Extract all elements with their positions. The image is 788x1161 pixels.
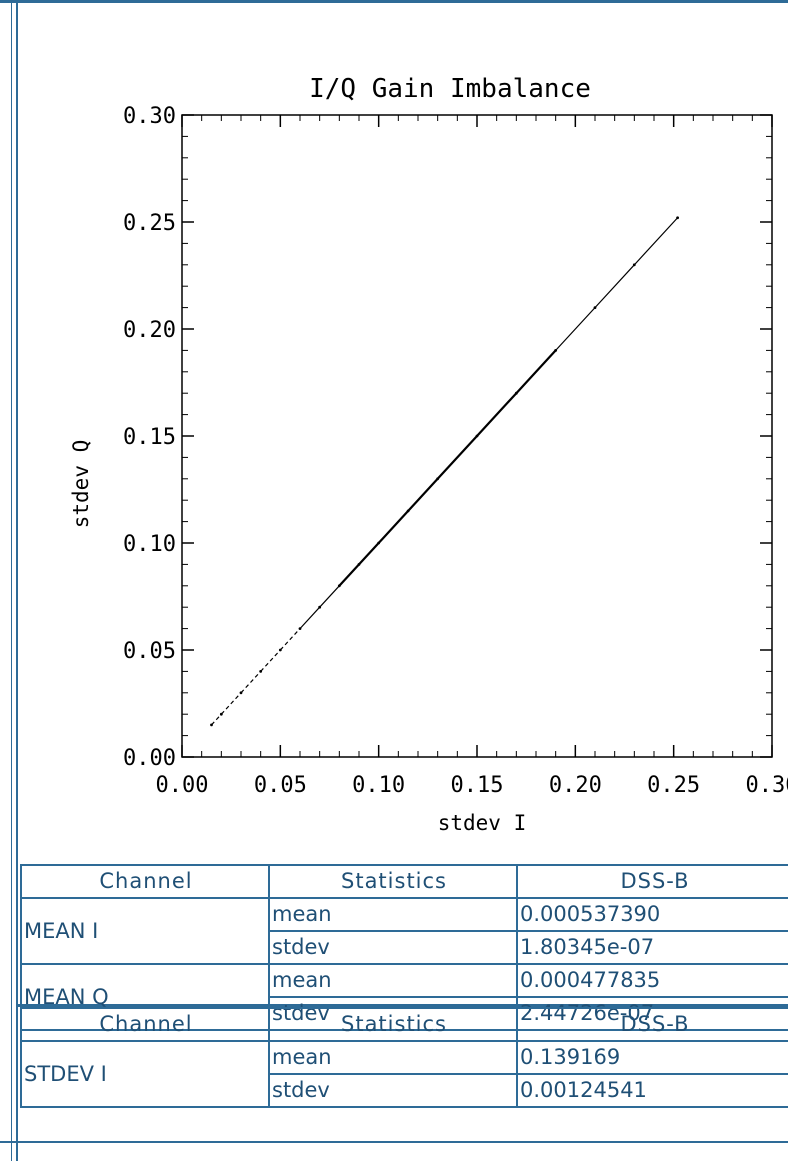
x-tick-label: 0.05 (254, 773, 307, 798)
data-point (514, 391, 518, 395)
table-row: STDEV I mean 0.139169 (20, 1040, 788, 1108)
data-point (632, 263, 636, 267)
data-point (554, 349, 558, 352)
y-tick-label: 0.00 (123, 746, 176, 771)
data-point (239, 691, 243, 695)
value-cell: 0.000537390 (516, 897, 788, 932)
series-segment (319, 585, 340, 608)
series-segment (515, 349, 557, 394)
gain-imbalance-chart: I/Q Gain Imbalance stdev I stdev Q 0.00 0… (69, 74, 788, 835)
series-segment (377, 510, 409, 544)
data-point (406, 509, 410, 513)
stat-cell: stdev (268, 1073, 518, 1108)
value-cell: 0.00124541 (516, 1073, 788, 1108)
table-row: stdev 1.80345e-07 (21, 930, 788, 965)
series-segment (555, 307, 596, 351)
page-bottom-border (0, 1141, 788, 1143)
table-header-row: Channel Statistics DSS-B (20, 864, 788, 899)
y-tick-label: 0.25 (123, 211, 176, 236)
header-dss-b: DSS-B (516, 864, 788, 899)
series-segment (279, 628, 301, 651)
data-point (298, 627, 302, 630)
series-segment (476, 392, 518, 437)
series-segment (299, 606, 321, 630)
x-tick-label: 0.30 (746, 773, 788, 798)
data-point (337, 584, 341, 588)
chart-ylabel: stdev Q (69, 440, 93, 529)
data-point (210, 723, 213, 727)
channel-cell: MEAN I (20, 897, 270, 965)
value-cell: 0.000477835 (516, 963, 788, 998)
table-header-row: Channel Statistics DSS-B (20, 1007, 788, 1042)
header-dss-b: DSS-B (516, 1007, 788, 1042)
series-segment (407, 478, 439, 512)
data-point (278, 648, 282, 652)
page-left-border (0, 0, 18, 1161)
chart-xlabel: stdev I (438, 811, 527, 835)
data-point (377, 541, 381, 545)
table-row: MEAN Q mean 0.000477835 (20, 963, 788, 1031)
data-point (259, 670, 263, 673)
stat-cell: mean (268, 1040, 518, 1075)
series-segment (358, 542, 380, 566)
header-statistics: Statistics (268, 1007, 518, 1042)
page-top-border (0, 0, 788, 3)
value-cell: 0.139169 (516, 1040, 788, 1075)
series-segment (338, 563, 360, 587)
header-channel: Channel (20, 864, 270, 899)
data-point (318, 605, 322, 609)
series-segment (260, 649, 281, 672)
stat-cell: mean (268, 897, 518, 932)
series-segment (240, 670, 262, 694)
series-segment (633, 217, 679, 266)
table-row: stdev 0.00124541 (21, 1073, 788, 1108)
x-tick-label: 0.20 (549, 773, 602, 798)
stat-cell: mean (268, 963, 518, 998)
x-tick-label: 0.00 (156, 773, 209, 798)
y-tick-label: 0.15 (123, 425, 176, 450)
value-cell: 1.80345e-07 (516, 930, 788, 965)
x-tick-label: 0.10 (352, 773, 405, 798)
header-channel: Channel (20, 1007, 270, 1042)
chart-title: I/Q Gain Imbalance (309, 74, 591, 104)
stats-table-stdev: Channel Statistics DSS-B STDEV I mean 0.… (20, 1007, 788, 1108)
series-segment (211, 713, 222, 726)
data-point (219, 712, 223, 716)
data-point (676, 216, 679, 220)
data-point (593, 306, 597, 309)
series-segment (220, 692, 242, 715)
stats-table-mean: Channel Statistics DSS-B MEAN I mean 0.0… (20, 864, 788, 1031)
data-point (475, 434, 479, 438)
channel-cell: STDEV I (20, 1040, 270, 1108)
table-row: MEAN I mean 0.000537390 (20, 897, 788, 965)
x-tick-label: 0.15 (451, 773, 504, 798)
y-tick-label: 0.10 (123, 532, 176, 557)
data-point (436, 477, 440, 481)
series-segment (436, 435, 478, 480)
stat-cell: stdev (268, 930, 518, 965)
series-segment (594, 264, 635, 309)
y-tick-label: 0.20 (123, 318, 176, 343)
x-tick-label: 0.25 (647, 773, 700, 798)
y-tick-label: 0.05 (123, 639, 176, 664)
y-tick-label: 0.30 (123, 104, 176, 129)
data-point (357, 563, 361, 566)
header-statistics: Statistics (268, 864, 518, 899)
